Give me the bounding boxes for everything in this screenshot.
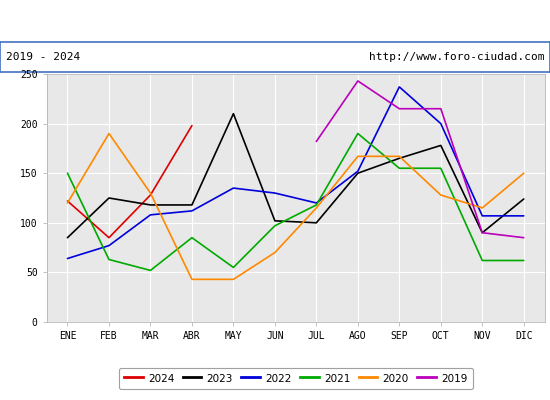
Legend: 2024, 2023, 2022, 2021, 2020, 2019: 2024, 2023, 2022, 2021, 2020, 2019: [119, 368, 472, 389]
Text: 2019 - 2024: 2019 - 2024: [6, 52, 80, 62]
Text: Evolucion Nº Turistas Extranjeros en el municipio de Cazalla de la Sierra: Evolucion Nº Turistas Extranjeros en el …: [0, 14, 550, 28]
Text: http://www.foro-ciudad.com: http://www.foro-ciudad.com: [369, 52, 544, 62]
